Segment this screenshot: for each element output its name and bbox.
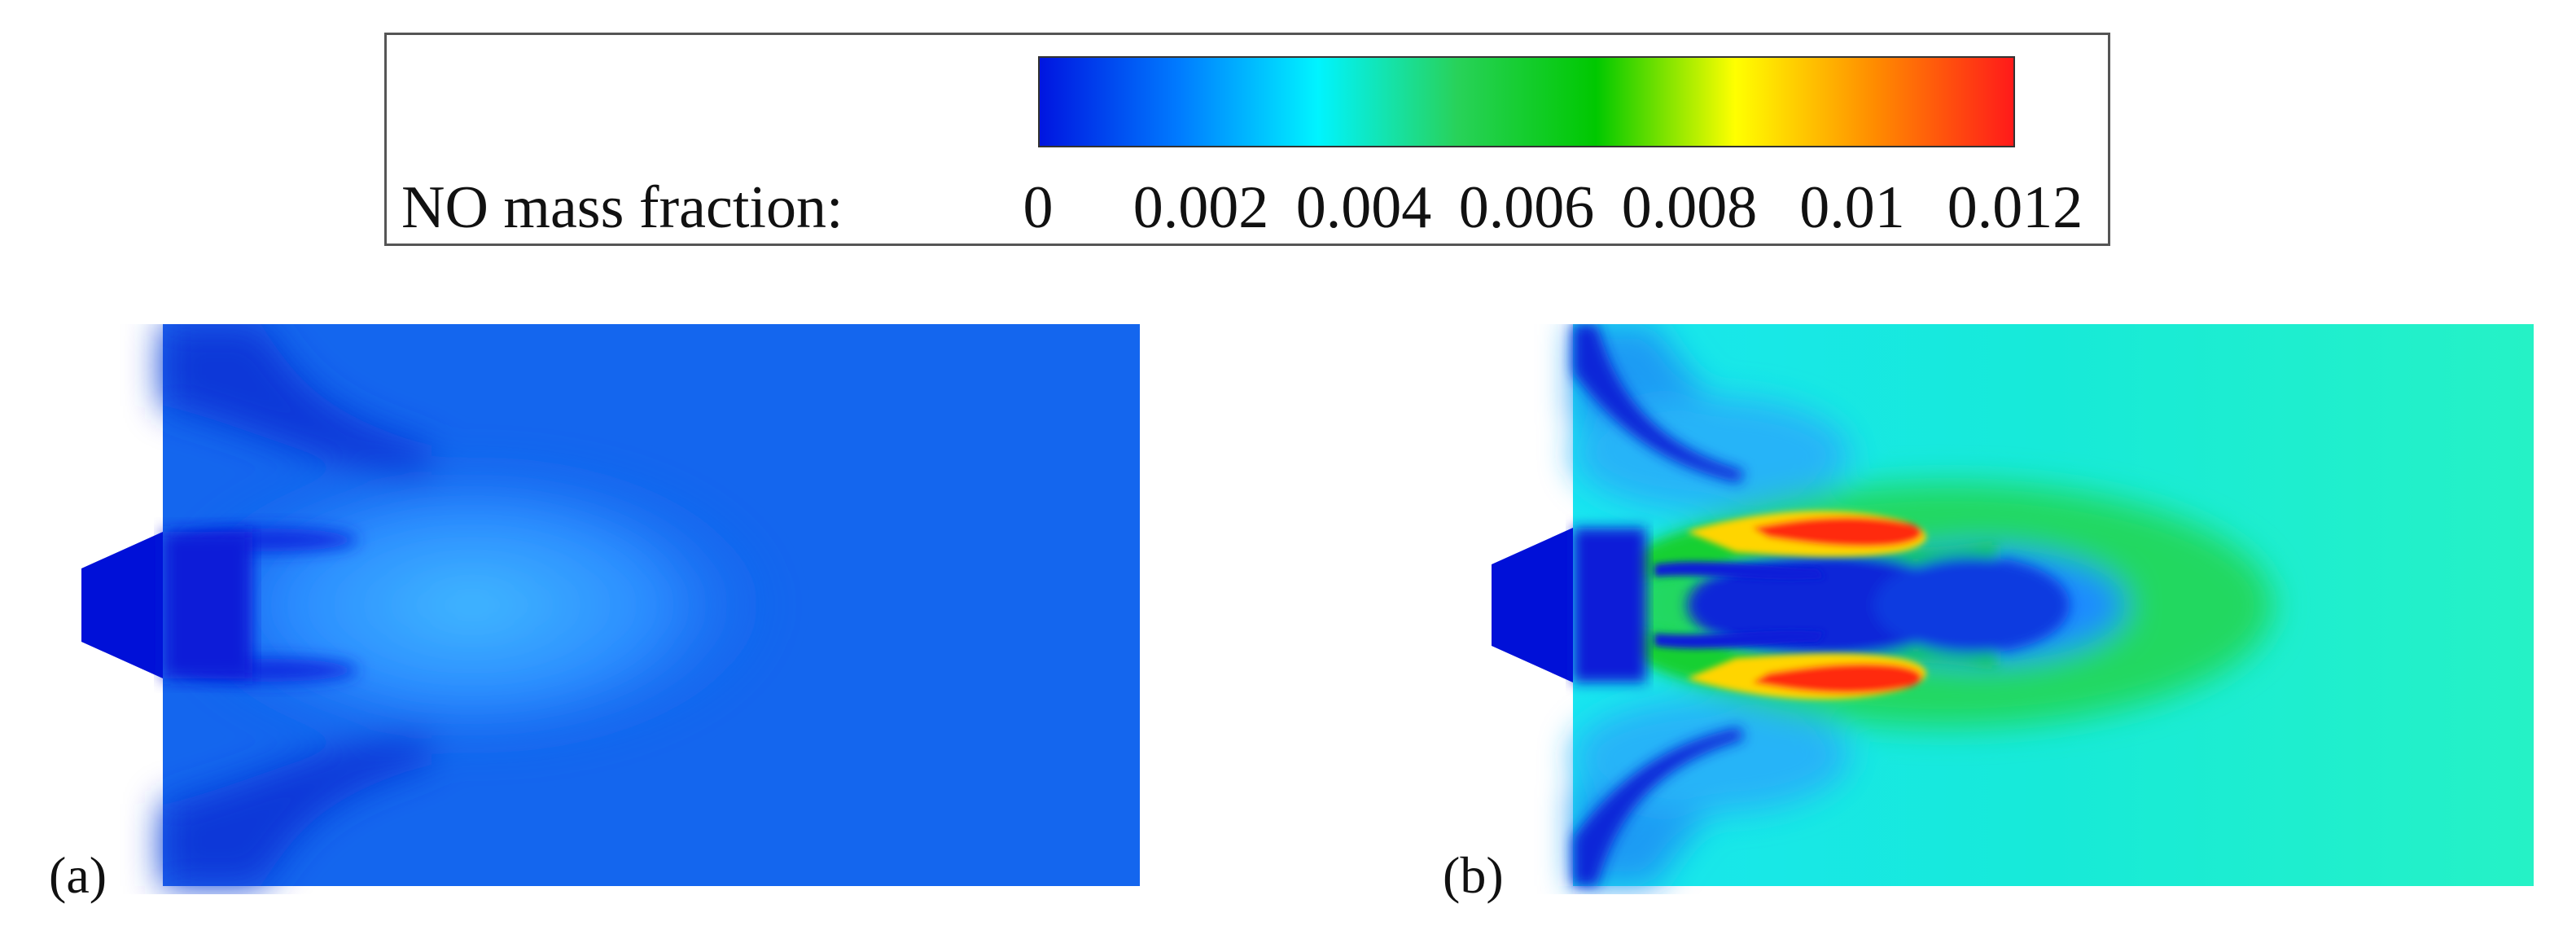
colorbar-title: NO mass fraction: [401,174,843,241]
contour-plot-a [81,324,1140,886]
colorbar-legend: NO mass fraction: 0 0.002 0.004 0.006 0.… [384,33,2110,246]
colorbar-tick: 0.004 [1295,174,1432,241]
panel-label-a: (a) [49,846,107,904]
hot-spot-upper [1752,516,1922,547]
panel-label-b: (b) [1443,846,1504,904]
nozzle-inlet [1492,528,1573,682]
hot-spot-lower [1752,663,1922,694]
colorbar-tick: 0.006 [1458,174,1595,241]
colorbar-tick: 0 [1023,174,1054,241]
colorbar-gradient [1038,56,2015,147]
colorbar-tick: 0.002 [1132,174,1269,241]
panel-a: (a) [49,324,1140,904]
colorbar-tick: 0.012 [1947,174,2083,241]
colorbar-tick: 0.008 [1621,174,1758,241]
colorbar-tick: 0.01 [1799,174,1905,241]
nozzle-inlet [81,532,163,678]
contour-plot-b [1492,324,2534,886]
panel-b: (b) [1443,324,2534,904]
